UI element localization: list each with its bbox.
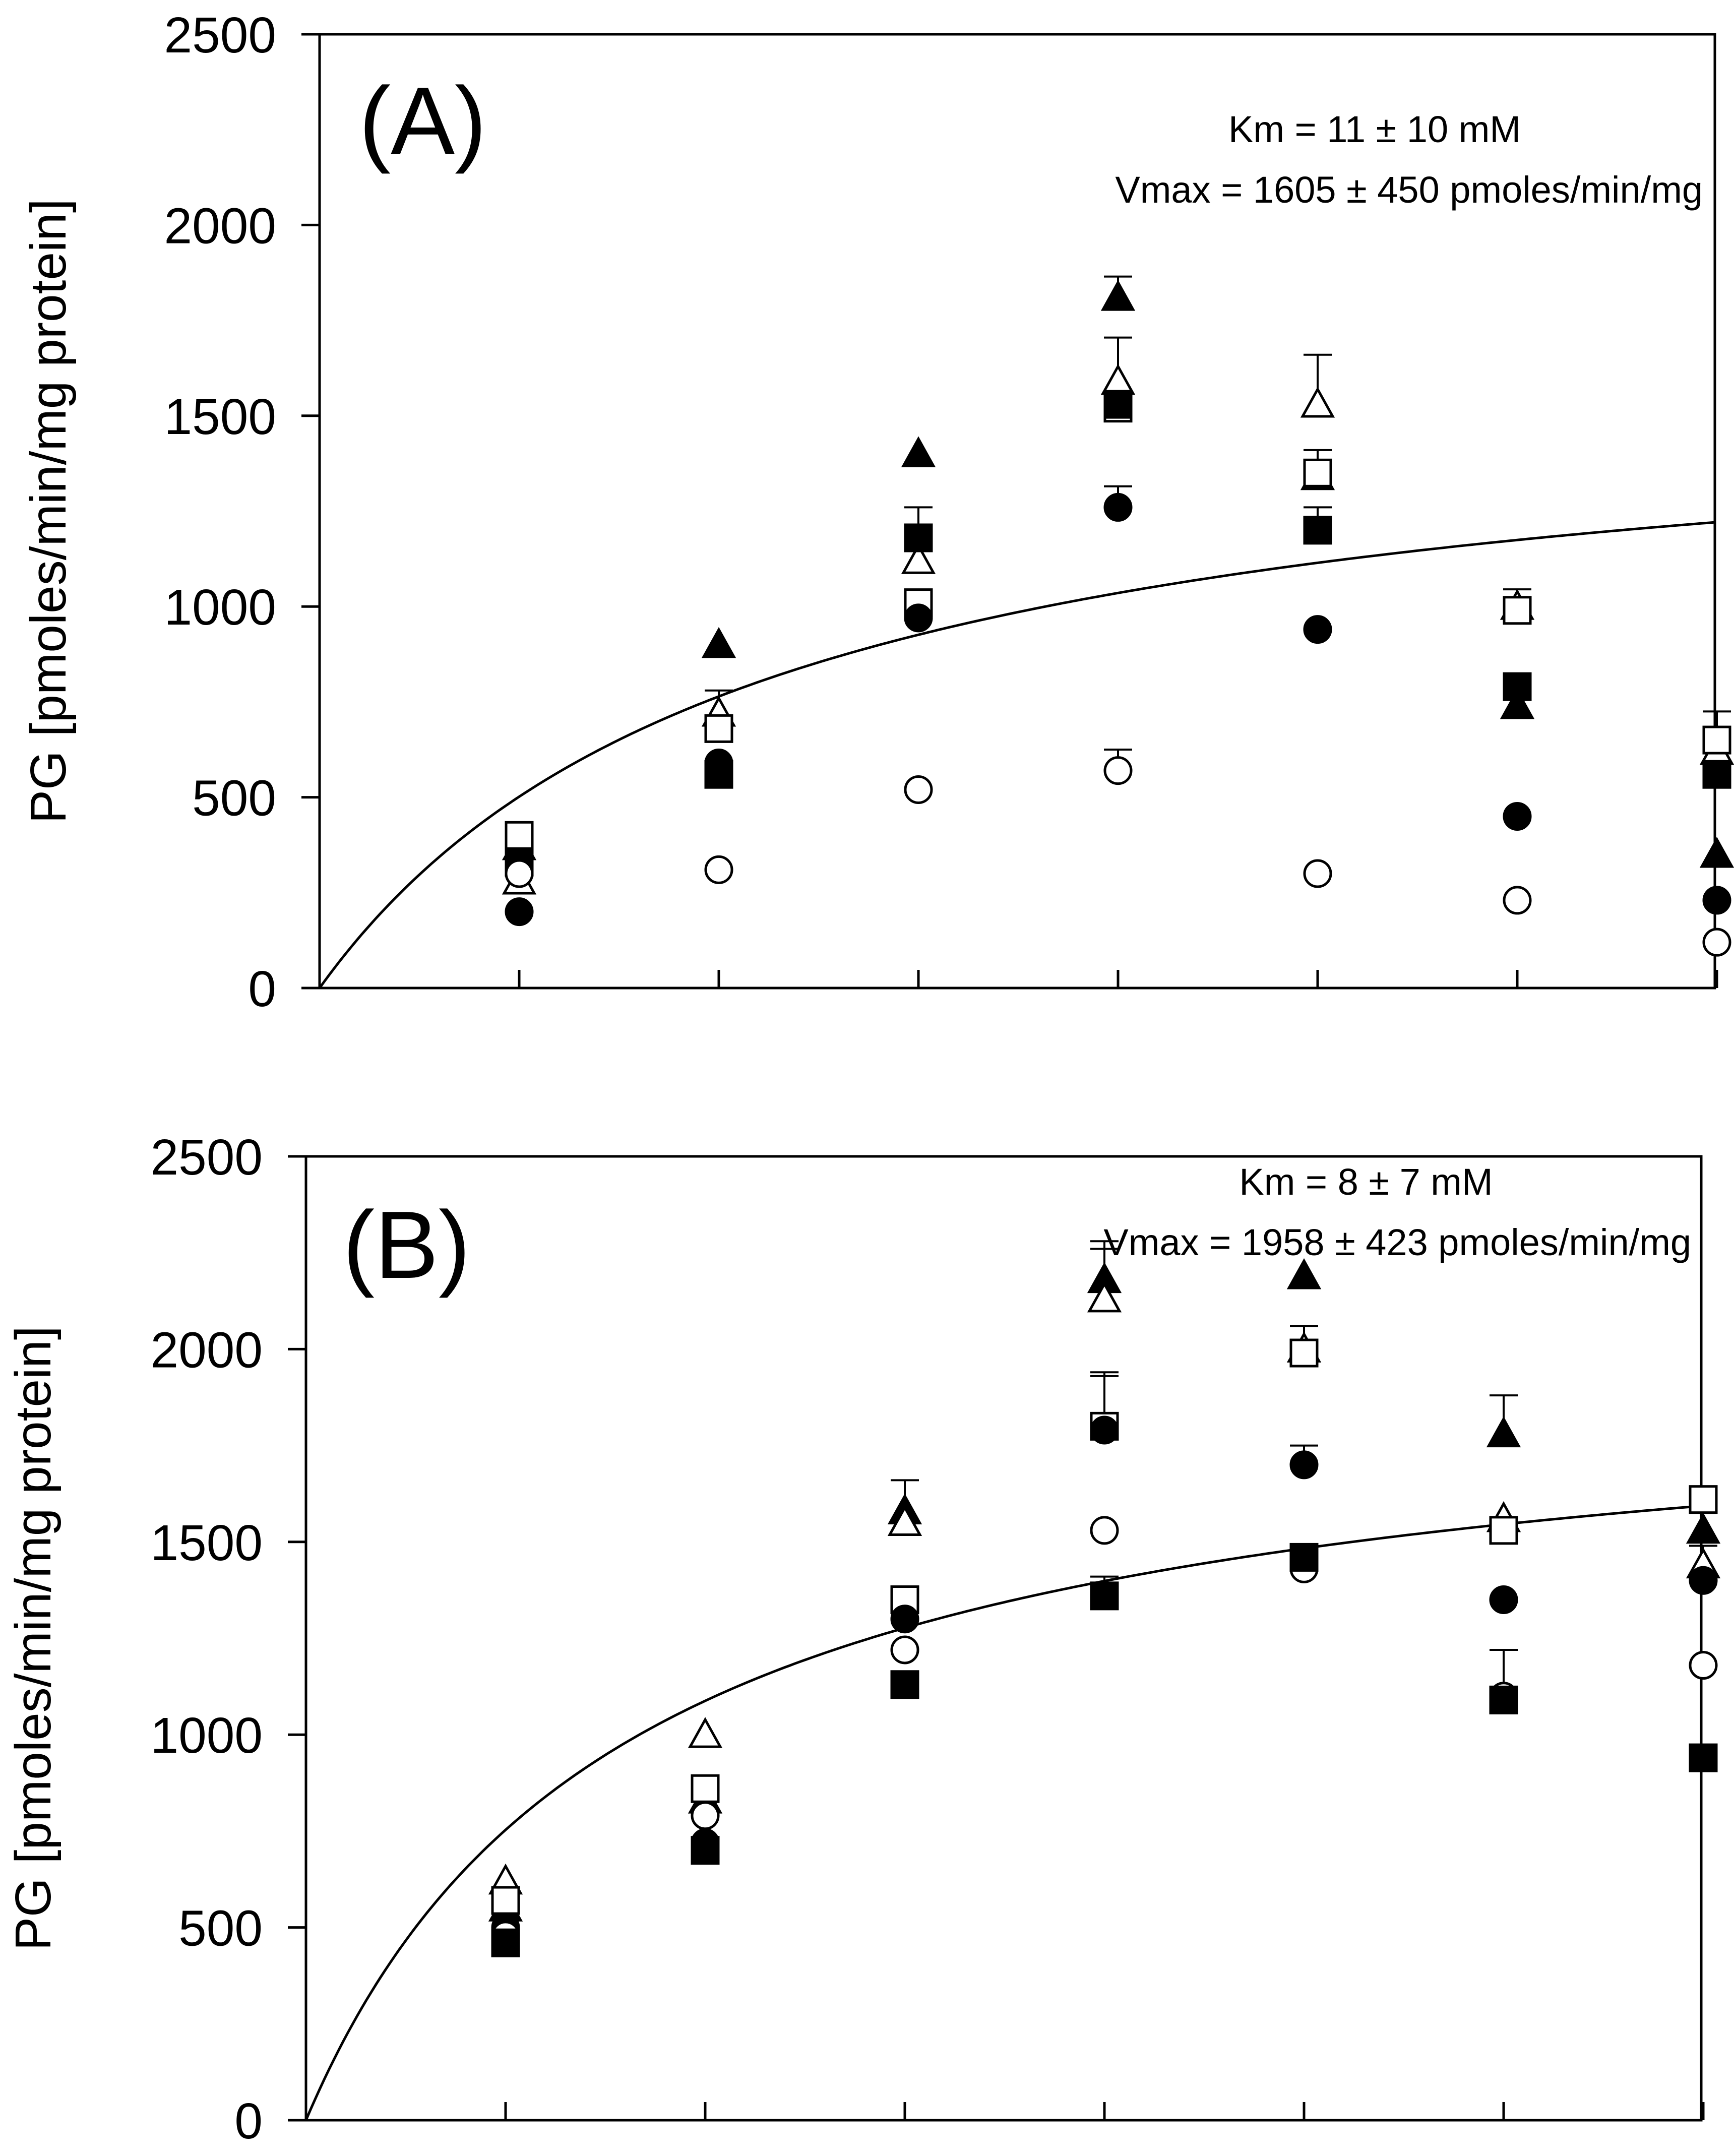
y-tick-label: 1500	[151, 1515, 263, 1571]
filled-triangle-point	[1500, 688, 1535, 719]
open-square-point	[505, 821, 534, 850]
filled-square-point	[904, 523, 933, 552]
y-tick-label: 2000	[164, 198, 276, 254]
open-triangle-point	[887, 1505, 922, 1536]
filled-circle-point	[1090, 1415, 1119, 1445]
y-tick-label: 1500	[164, 389, 276, 445]
filled-circle-point	[1489, 1585, 1518, 1615]
filled-circle-point	[890, 1605, 919, 1634]
filled-square-point	[890, 1670, 919, 1699]
open-square-point	[1503, 596, 1532, 625]
panel-b: 0 500 1000 1500 2000 2500 PG [pmoles/min/mg p…	[5, 1129, 1721, 2149]
filled-triangle-point	[1486, 1416, 1521, 1448]
fit-curve	[318, 521, 1715, 989]
y-axis-label: PG [pmoles/min/mg protein]	[5, 1326, 61, 1950]
open-square-point	[691, 1774, 720, 1803]
fit-curve	[304, 1504, 1702, 2121]
y-axis-label: PG [pmoles/min/mg protein]	[20, 199, 77, 823]
y-tick-label: 500	[192, 770, 276, 827]
open-square-point	[491, 1886, 520, 1915]
open-square-point	[1689, 1485, 1718, 1514]
open-circle-point	[1503, 886, 1532, 915]
y-axis-ticks: 0 500 1000 1500 2000 2500	[164, 7, 320, 1017]
open-square-point	[1489, 1516, 1518, 1545]
y-tick-label: 2000	[151, 1322, 263, 1378]
filled-square-point	[691, 1836, 720, 1865]
filled-square-point	[1090, 1581, 1119, 1611]
km-annotation: Km = 8 ± 7 mM	[1239, 1161, 1493, 1203]
panel-label: (A)	[359, 68, 486, 174]
open-circle-point	[1303, 859, 1332, 888]
filled-square-point	[1303, 516, 1332, 545]
y-tick-label: 0	[248, 961, 276, 1017]
y-axis-ticks: 0 500 1000 1500 2000 2500	[151, 1129, 306, 2149]
open-square-point	[1303, 458, 1332, 487]
data-markers	[488, 1258, 1721, 1957]
y-tick-label: 500	[178, 1900, 263, 1957]
vmax-annotation: Vmax = 1605 ± 450 pmoles/min/mg	[1115, 169, 1703, 211]
filled-triangle-point	[901, 436, 936, 467]
y-tick-label: 2500	[151, 1129, 263, 1186]
x-axis-ticks	[518, 970, 1718, 988]
open-triangle-point	[901, 543, 936, 574]
filled-square-point	[1689, 1743, 1718, 1772]
y-tick-label: 1000	[164, 579, 276, 636]
plot-frame	[318, 33, 1716, 990]
filled-circle-point	[1689, 1566, 1718, 1595]
open-circle-point	[904, 775, 933, 804]
filled-square-point	[1103, 390, 1133, 419]
filled-circle-point	[1289, 1450, 1319, 1480]
filled-circle-point	[1303, 615, 1332, 644]
filled-triangle-point	[1699, 837, 1734, 868]
open-circle-point	[691, 1801, 720, 1830]
x-axis-ticks	[504, 2102, 1705, 2120]
filled-triangle-point	[1286, 1258, 1322, 1289]
filled-triangle-point	[1100, 280, 1136, 311]
plot-frame	[304, 1155, 1703, 2122]
panel-a: 0 500 1000 1500 2000 2500 PG [pmoles/min/mg p…	[20, 7, 1734, 1017]
open-triangle-point	[1300, 387, 1335, 418]
open-circle-point	[704, 855, 733, 884]
open-circle-point	[1702, 928, 1731, 957]
open-circle-point	[1689, 1651, 1718, 1680]
filled-circle-point	[1503, 802, 1532, 831]
open-circle-point	[1103, 756, 1133, 785]
vmax-annotation: Vmax = 1958 ± 423 pmoles/min/mg	[1103, 1221, 1691, 1263]
filled-square-point	[1289, 1543, 1319, 1572]
filled-square-point	[1489, 1685, 1518, 1714]
filled-circle-point	[1103, 492, 1133, 522]
open-square-point	[704, 714, 733, 743]
km-annotation: Km = 11 ± 10 mM	[1228, 108, 1521, 150]
y-tick-label: 1000	[151, 1707, 263, 1764]
filled-circle-point	[505, 897, 534, 927]
open-circle-point	[890, 1635, 919, 1665]
filled-square-point	[491, 1928, 520, 1957]
filled-circle-point	[704, 748, 733, 777]
filled-square-point	[1503, 672, 1532, 701]
filled-triangle-point	[701, 627, 736, 658]
data-markers	[502, 280, 1734, 957]
filled-circle-point	[904, 603, 933, 633]
open-triangle-point	[1100, 363, 1136, 395]
open-triangle-point	[688, 1717, 723, 1748]
open-square-point	[1289, 1338, 1319, 1368]
open-triangle-point	[1087, 1281, 1122, 1313]
y-tick-label: 0	[234, 2093, 263, 2149]
filled-triangle-point	[1686, 1512, 1721, 1544]
open-circle-point	[505, 859, 534, 888]
filled-circle-point	[1702, 886, 1731, 915]
error-bars	[705, 275, 1731, 771]
y-tick-label: 2500	[164, 7, 276, 64]
filled-square-point	[1702, 760, 1731, 789]
panel-label: (B)	[343, 1192, 470, 1299]
open-square-point	[1702, 725, 1731, 755]
open-circle-point	[1090, 1516, 1119, 1545]
